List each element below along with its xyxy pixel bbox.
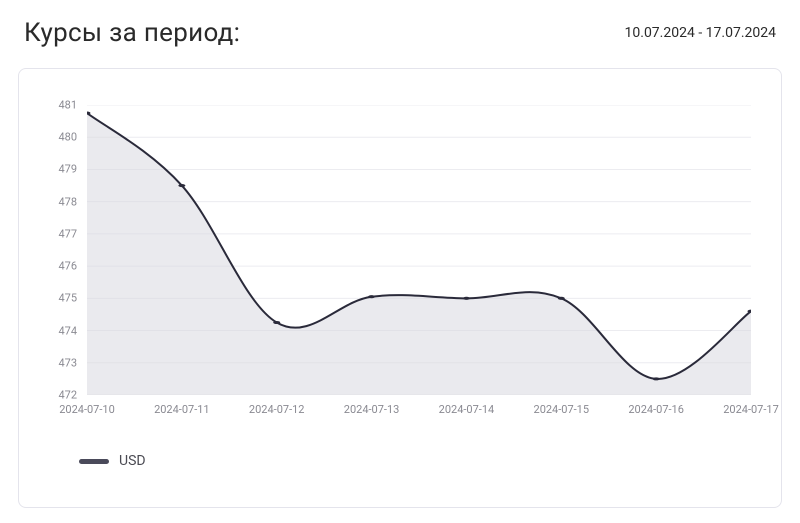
y-tick-label: 479 [58, 163, 77, 176]
x-axis: 2024-07-102024-07-112024-07-122024-07-13… [87, 397, 751, 425]
x-tick-label: 2024-07-16 [628, 403, 684, 416]
y-tick-label: 480 [58, 131, 77, 144]
legend-swatch [79, 459, 109, 464]
legend: USD [79, 453, 761, 469]
y-tick-label: 478 [58, 195, 77, 208]
plot-region [87, 105, 751, 395]
area-fill [87, 113, 751, 395]
y-tick-label: 474 [58, 324, 77, 337]
y-tick-label: 472 [58, 389, 77, 402]
y-tick-label: 475 [58, 292, 77, 305]
x-tick-label: 2024-07-10 [59, 403, 115, 416]
x-tick-label: 2024-07-12 [249, 403, 305, 416]
x-tick-label: 2024-07-13 [344, 403, 400, 416]
x-tick-label: 2024-07-11 [154, 403, 210, 416]
y-tick-label: 477 [58, 227, 77, 240]
x-tick-label: 2024-07-15 [534, 403, 590, 416]
legend-label: USD [119, 453, 146, 469]
x-tick-label: 2024-07-17 [723, 403, 779, 416]
page-title: Курсы за период: [24, 18, 240, 48]
y-tick-label: 481 [58, 99, 77, 112]
y-tick-label: 476 [58, 260, 77, 273]
y-tick-label: 473 [58, 356, 77, 369]
chart-area: 472473474475476477478479480481 2024-07-1… [39, 105, 761, 425]
chart-panel: 472 473 474 475 476 477 478 479 480 481 2024-07-1… [18, 68, 782, 508]
header: Курсы за период: 10.07.2024 - 17.07.2024 [0, 0, 800, 60]
y-axis: 472473474475476477478479480481 [39, 105, 83, 395]
date-range: 10.07.2024 - 17.07.2024 [625, 25, 776, 41]
x-tick-label: 2024-07-14 [439, 403, 495, 416]
chart-svg [87, 105, 751, 395]
